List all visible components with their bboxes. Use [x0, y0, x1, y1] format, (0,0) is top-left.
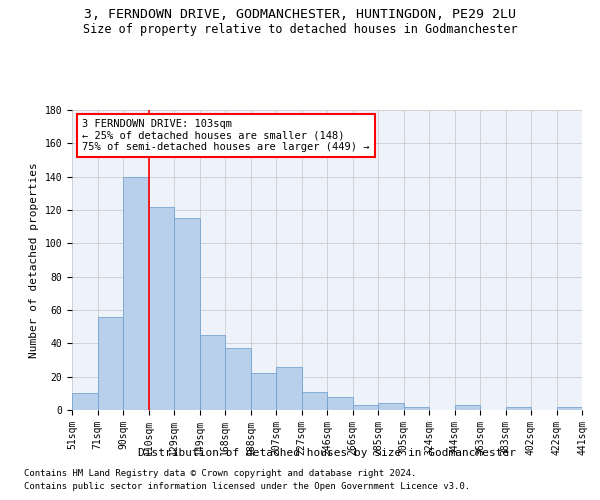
Text: Contains HM Land Registry data © Crown copyright and database right 2024.: Contains HM Land Registry data © Crown c…: [24, 468, 416, 477]
Bar: [404, 406, 429, 410]
Bar: [455, 405, 480, 410]
Bar: [72, 394, 97, 410]
Bar: [149, 206, 174, 410]
Bar: [302, 392, 327, 410]
Bar: [123, 176, 149, 410]
Bar: [199, 335, 225, 410]
Bar: [97, 316, 123, 410]
Bar: [505, 406, 531, 410]
Bar: [353, 405, 378, 410]
Bar: [557, 406, 582, 410]
Bar: [327, 396, 353, 410]
Text: Contains public sector information licensed under the Open Government Licence v3: Contains public sector information licen…: [24, 482, 470, 491]
Bar: [225, 348, 251, 410]
Bar: [251, 374, 276, 410]
Y-axis label: Number of detached properties: Number of detached properties: [29, 162, 39, 358]
Text: 3, FERNDOWN DRIVE, GODMANCHESTER, HUNTINGDON, PE29 2LU: 3, FERNDOWN DRIVE, GODMANCHESTER, HUNTIN…: [84, 8, 516, 20]
Bar: [276, 366, 302, 410]
Text: Size of property relative to detached houses in Godmanchester: Size of property relative to detached ho…: [83, 22, 517, 36]
Text: Distribution of detached houses by size in Godmanchester: Distribution of detached houses by size …: [138, 448, 516, 458]
Text: 3 FERNDOWN DRIVE: 103sqm
← 25% of detached houses are smaller (148)
75% of semi-: 3 FERNDOWN DRIVE: 103sqm ← 25% of detach…: [82, 119, 370, 152]
Bar: [174, 218, 199, 410]
Bar: [378, 404, 404, 410]
